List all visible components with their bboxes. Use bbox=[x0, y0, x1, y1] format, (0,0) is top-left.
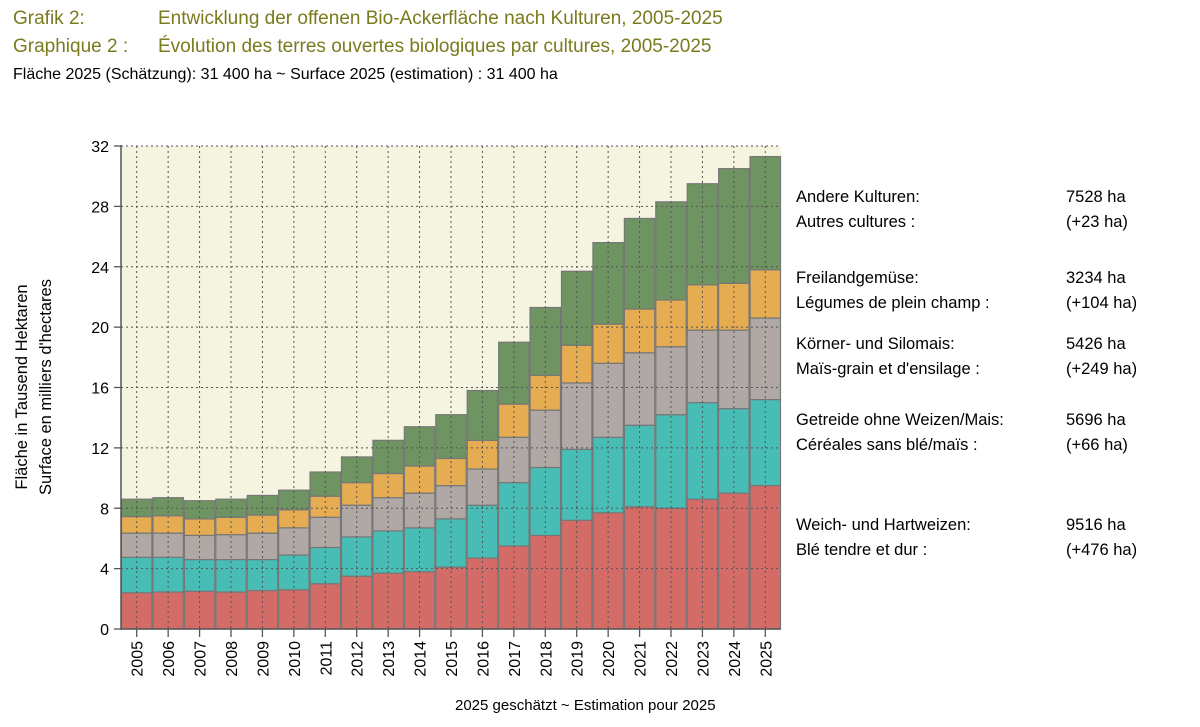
x-tick-label-2014: 2014 bbox=[413, 641, 430, 677]
legend-gemuese-value: 3234 ha bbox=[1066, 269, 1126, 287]
y-tick-label-28: 28 bbox=[91, 199, 109, 216]
title-de-text: Entwicklung der offenen Bio-Ackerfläche … bbox=[158, 8, 723, 29]
legend-getreide-value: 5696 ha bbox=[1066, 411, 1126, 429]
x-tick-label-2005: 2005 bbox=[130, 641, 147, 677]
bar-segment-2019-2 bbox=[560, 448, 593, 521]
bar-segment-2022-3 bbox=[655, 346, 687, 416]
bar-segment-2025-5 bbox=[749, 155, 782, 271]
legend-gemuese-change: (+104 ha) bbox=[1066, 294, 1138, 312]
legend-mais-change: (+249 ha) bbox=[1066, 360, 1138, 378]
legend-mais-value: 5426 ha bbox=[1066, 335, 1126, 353]
bar-segment-2010-1 bbox=[278, 589, 310, 630]
x-tick-label-2017: 2017 bbox=[507, 641, 524, 677]
bar-segment-2018-3 bbox=[529, 409, 562, 469]
x-tick-label-2009: 2009 bbox=[255, 641, 272, 677]
bar-segment-2023-2 bbox=[686, 401, 719, 500]
bar-segment-2012-5 bbox=[340, 456, 373, 484]
x-tick-label-2025: 2025 bbox=[758, 641, 775, 677]
bar-segment-2022-5 bbox=[655, 201, 687, 301]
legend-weizen-name-de: Weich- und Hartweizen: bbox=[796, 516, 971, 534]
bar-segment-2007-5 bbox=[183, 500, 216, 520]
bar-segment-2014-4 bbox=[403, 465, 436, 494]
legend-weizen-change: (+476 ha) bbox=[1066, 541, 1138, 559]
legend-andere-value: 7528 ha bbox=[1066, 188, 1126, 206]
x-tick-label-2016: 2016 bbox=[475, 641, 492, 677]
bar-segment-2016-4 bbox=[466, 439, 499, 470]
bar-segment-2005-1 bbox=[120, 592, 153, 630]
legend-andere-name-fr: Autres cultures : bbox=[796, 213, 916, 231]
x-tick-label-2007: 2007 bbox=[193, 641, 210, 677]
bar-segment-2013-3 bbox=[372, 497, 404, 532]
bar-segment-2017-2 bbox=[498, 481, 530, 547]
x-tick-label-2021: 2021 bbox=[633, 641, 650, 677]
legend-gemuese-name-de: Freilandgemüse: bbox=[796, 269, 919, 287]
bar-segment-2006-4 bbox=[152, 515, 184, 534]
x-tick-label-2013: 2013 bbox=[381, 641, 398, 677]
x-tick-label-2011: 2011 bbox=[318, 641, 335, 676]
legend-mais-name-de: Körner- und Silomais: bbox=[796, 335, 955, 353]
title-fr-text: Évolution des terres ouvertes biologique… bbox=[158, 36, 712, 57]
title-fr-label: Graphique 2 : bbox=[13, 36, 129, 57]
x-tick-label-2019: 2019 bbox=[570, 641, 587, 677]
y-tick-label-24: 24 bbox=[91, 260, 109, 277]
legend-mais-name-fr: Maïs-grain et d'ensilage : bbox=[796, 360, 980, 378]
legend-getreide-name-fr: Céréales sans blé/maïs : bbox=[796, 436, 978, 454]
bar-segment-2009-5 bbox=[246, 494, 279, 516]
footnote: 2025 geschätzt ~ Estimation pour 2025 bbox=[455, 697, 716, 714]
y-axis-label-fr: Surface en milliers d'hectares bbox=[37, 279, 55, 495]
bar-segment-2014-2 bbox=[403, 527, 436, 573]
y-tick-label-0: 0 bbox=[100, 622, 109, 639]
legend-getreide-name-de: Getreide ohne Weizen/Mais: bbox=[796, 411, 1004, 429]
bar-segment-2023-1 bbox=[686, 498, 719, 630]
bar-segment-2021-2 bbox=[623, 424, 656, 508]
legend-gemuese-name-fr: Légumes de plein champ : bbox=[796, 294, 990, 312]
bar-segment-2017-3 bbox=[498, 436, 530, 484]
title-de: Grafik 2: Entwicklung der offenen Bio-Ack… bbox=[13, 8, 723, 30]
bar-segment-2010-5 bbox=[278, 489, 310, 511]
bar-segment-2024-3 bbox=[718, 329, 750, 410]
x-tick-label-2008: 2008 bbox=[224, 641, 241, 677]
bar-segment-2021-3 bbox=[623, 352, 656, 426]
bar-segment-2007-2 bbox=[183, 558, 216, 592]
bar-segment-2009-2 bbox=[246, 558, 279, 592]
y-tick-label-32: 32 bbox=[91, 139, 109, 156]
x-tick-label-2022: 2022 bbox=[664, 641, 681, 677]
y-tick-label-16: 16 bbox=[91, 381, 109, 398]
legend-weizen-value: 9516 ha bbox=[1066, 516, 1126, 534]
subtitle: Fläche 2025 (Schätzung): 31 400 ha ~ Sur… bbox=[13, 66, 558, 83]
x-tick-label-2018: 2018 bbox=[538, 641, 555, 677]
y-tick-label-8: 8 bbox=[100, 501, 109, 518]
legend-andere-change: (+23 ha) bbox=[1066, 213, 1128, 231]
x-tick-label-2012: 2012 bbox=[350, 641, 367, 677]
bar-segment-2023-5 bbox=[686, 183, 719, 286]
y-tick-label-20: 20 bbox=[91, 320, 109, 337]
bar-segment-2021-5 bbox=[623, 217, 656, 310]
y-axis-label-de: Fläche in Tausend Hektaren bbox=[13, 284, 31, 489]
legend-andere-name-de: Andere Kulturen: bbox=[796, 188, 920, 206]
bar-segment-2005-4 bbox=[120, 515, 153, 534]
y-tick-label-4: 4 bbox=[100, 562, 109, 579]
legend-weizen-name-fr: Blé tendre et dur : bbox=[796, 541, 928, 559]
x-tick-label-2006: 2006 bbox=[161, 641, 178, 677]
x-tick-label-2015: 2015 bbox=[444, 641, 461, 677]
y-tick-label-12: 12 bbox=[91, 441, 109, 458]
x-tick-label-2024: 2024 bbox=[727, 641, 744, 677]
x-tick-label-2010: 2010 bbox=[287, 641, 304, 677]
x-tick-label-2023: 2023 bbox=[695, 641, 712, 677]
x-tick-label-2020: 2020 bbox=[601, 641, 618, 677]
title-de-label: Grafik 2: bbox=[13, 8, 85, 29]
bar-segment-2014-1 bbox=[403, 571, 436, 630]
legend-getreide-change: (+66 ha) bbox=[1066, 436, 1128, 454]
title-fr: Graphique 2 : Évolution des terres ouvert… bbox=[13, 36, 711, 58]
